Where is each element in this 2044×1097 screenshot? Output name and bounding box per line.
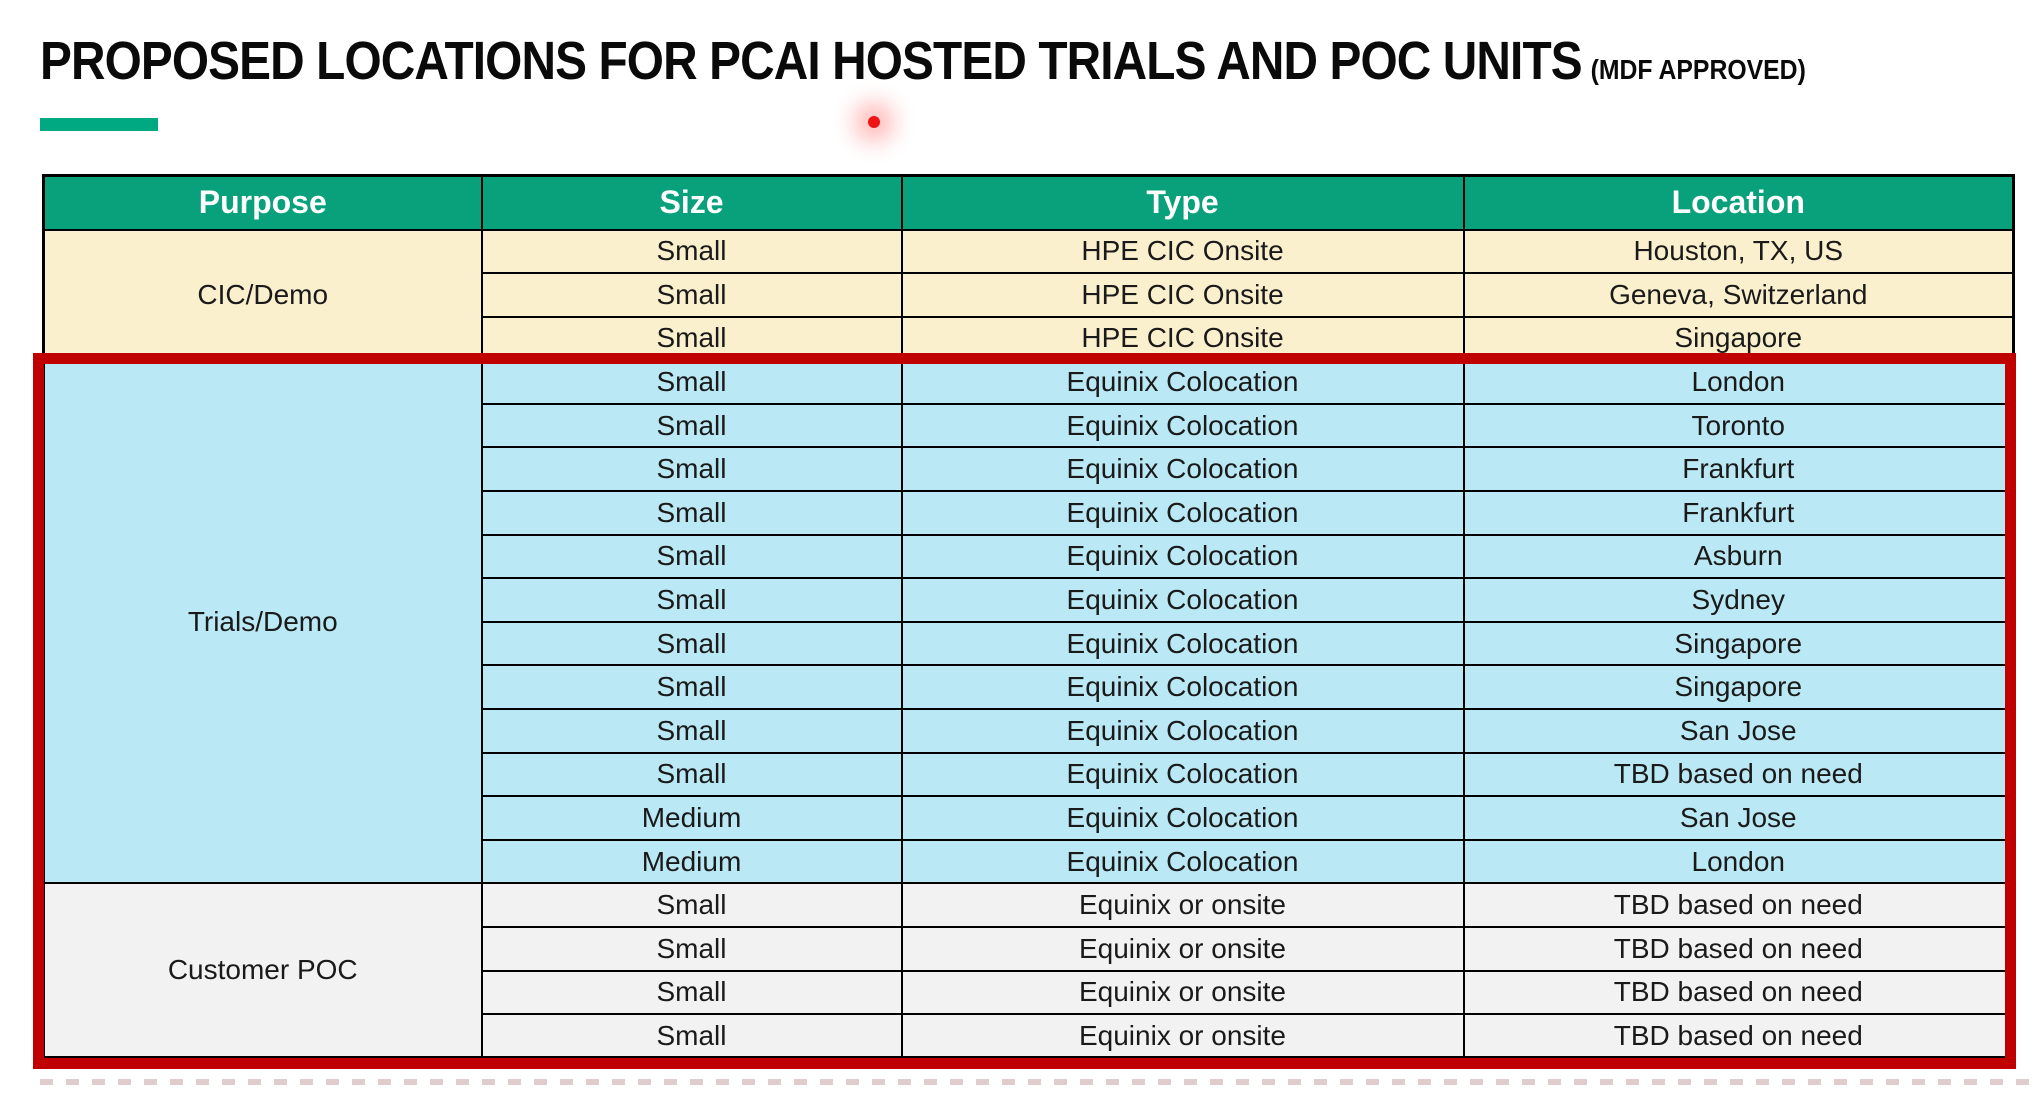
table-row: Small Equinix Colocation Asburn (43, 533, 2015, 580)
size-cell: Small (480, 620, 903, 667)
size-cell: Small (480, 926, 903, 972)
size-cell: Small (480, 490, 903, 536)
type-cell: Equinix Colocation (900, 838, 1465, 885)
table-header-row: Purpose Size Type Location (42, 174, 2015, 231)
location-cell: London (1462, 359, 2015, 405)
location-cell: TBD based on need (1462, 882, 2015, 928)
location-cell: San Jose (1462, 708, 2015, 754)
size-cell: Small (480, 882, 903, 928)
size-cell: Small (480, 315, 903, 362)
type-cell: Equinix or onsite (900, 1013, 1465, 1059)
type-cell: Equinix Colocation (900, 402, 1465, 449)
location-cell: Singapore (1462, 664, 2015, 711)
location-cell: Houston, TX, US (1462, 228, 2015, 275)
size-cell: Small (480, 751, 903, 798)
location-cell: San Jose (1462, 795, 2015, 841)
type-cell: Equinix or onsite (900, 926, 1465, 972)
type-cell: Equinix Colocation (900, 446, 1465, 493)
type-cell: Equinix Colocation (900, 795, 1465, 841)
size-cell: Small (480, 228, 903, 275)
location-cell: TBD based on need (1462, 751, 2015, 798)
table-row: CIC/Demo Small HPE CIC Onsite Houston, TX, … (42, 228, 2015, 362)
size-cell: Small (480, 969, 903, 1016)
location-cell: Singapore (1462, 620, 2015, 667)
locations-table-container: Purpose Size Type Location CIC/Demo Small… (42, 174, 2015, 1060)
placeholder-dashed-line (40, 1079, 2030, 1085)
size-cell: Medium (480, 838, 903, 885)
location-cell: Frankfurt (1462, 490, 2015, 536)
table-row: Customer POC Small Equinix or onsite TBD ba… (42, 882, 2015, 1059)
type-cell: HPE CIC Onsite (900, 315, 1465, 362)
location-cell: Frankfurt (1462, 446, 2015, 493)
table-body: CIC/Demo Small HPE CIC Onsite Houston, TX, … (42, 228, 2015, 1059)
page-title: PROPOSED LOCATIONS FOR PCAI HOSTED TRIAL… (40, 30, 1806, 92)
location-cell: Asburn (1462, 533, 2015, 580)
size-cell: Small (480, 446, 903, 493)
locations-table: Purpose Size Type Location CIC/Demo Small… (42, 174, 2015, 1060)
size-cell: Medium (480, 795, 903, 841)
size-cell: Small (480, 533, 903, 580)
size-cell: Small (480, 664, 903, 711)
table-row: Trials/Demo Small Equinix Colocation London (42, 359, 2015, 885)
type-cell: Equinix Colocation (900, 577, 1465, 623)
location-cell: Sydney (1462, 577, 2015, 623)
table-row: Small Equinix or onsite TBD based on need (43, 969, 2015, 1016)
column-header-purpose: Purpose (42, 174, 483, 231)
type-cell: Equinix Colocation (900, 533, 1465, 580)
laser-pointer-dot (868, 116, 880, 128)
column-header-type: Type (900, 174, 1465, 231)
column-header-size: Size (480, 174, 903, 231)
type-cell: Equinix Colocation (900, 359, 1465, 405)
location-cell: Singapore (1462, 315, 2015, 362)
type-cell: Equinix Colocation (900, 751, 1465, 798)
size-cell: Small (480, 708, 903, 754)
table-row: Small HPE CIC Onsite Geneva, Switzerland (43, 272, 2015, 318)
table-row: Medium Equinix Colocation London (43, 838, 2015, 885)
size-cell: Small (480, 272, 903, 318)
type-cell: Equinix or onsite (900, 882, 1465, 928)
size-cell: Small (480, 402, 903, 449)
location-cell: Toronto (1462, 402, 2015, 449)
size-cell: Small (480, 359, 903, 405)
size-cell: Small (480, 1013, 903, 1059)
location-cell: TBD based on need (1462, 926, 2015, 972)
location-cell: London (1462, 838, 2015, 885)
location-cell: TBD based on need (1462, 1013, 2015, 1059)
size-cell: Small (480, 577, 903, 623)
type-cell: Equinix Colocation (900, 664, 1465, 711)
type-cell: HPE CIC Onsite (900, 228, 1465, 275)
table-row: Small Equinix Colocation Singapore (43, 664, 2015, 711)
type-cell: Equinix Colocation (900, 490, 1465, 536)
type-cell: HPE CIC Onsite (900, 272, 1465, 318)
type-cell: Equinix or onsite (900, 969, 1465, 1016)
location-cell: Geneva, Switzerland (1462, 272, 2015, 318)
purpose-cell-cic-demo: CIC/Demo (42, 228, 483, 362)
column-header-location: Location (1462, 174, 2015, 231)
table-row: Small Equinix Colocation Frankfurt (43, 446, 2015, 493)
purpose-cell-customer-poc: Customer POC (42, 882, 483, 1059)
type-cell: Equinix Colocation (900, 620, 1465, 667)
location-cell: TBD based on need (1462, 969, 2015, 1016)
title-accent-bar (40, 118, 158, 131)
page-title-text: PROPOSED LOCATIONS FOR PCAI HOSTED TRIAL… (40, 31, 1583, 91)
purpose-cell-trials-demo: Trials/Demo (42, 359, 483, 885)
type-cell: Equinix Colocation (900, 708, 1465, 754)
page-title-suffix: (MDF APPROVED) (1590, 54, 1806, 85)
